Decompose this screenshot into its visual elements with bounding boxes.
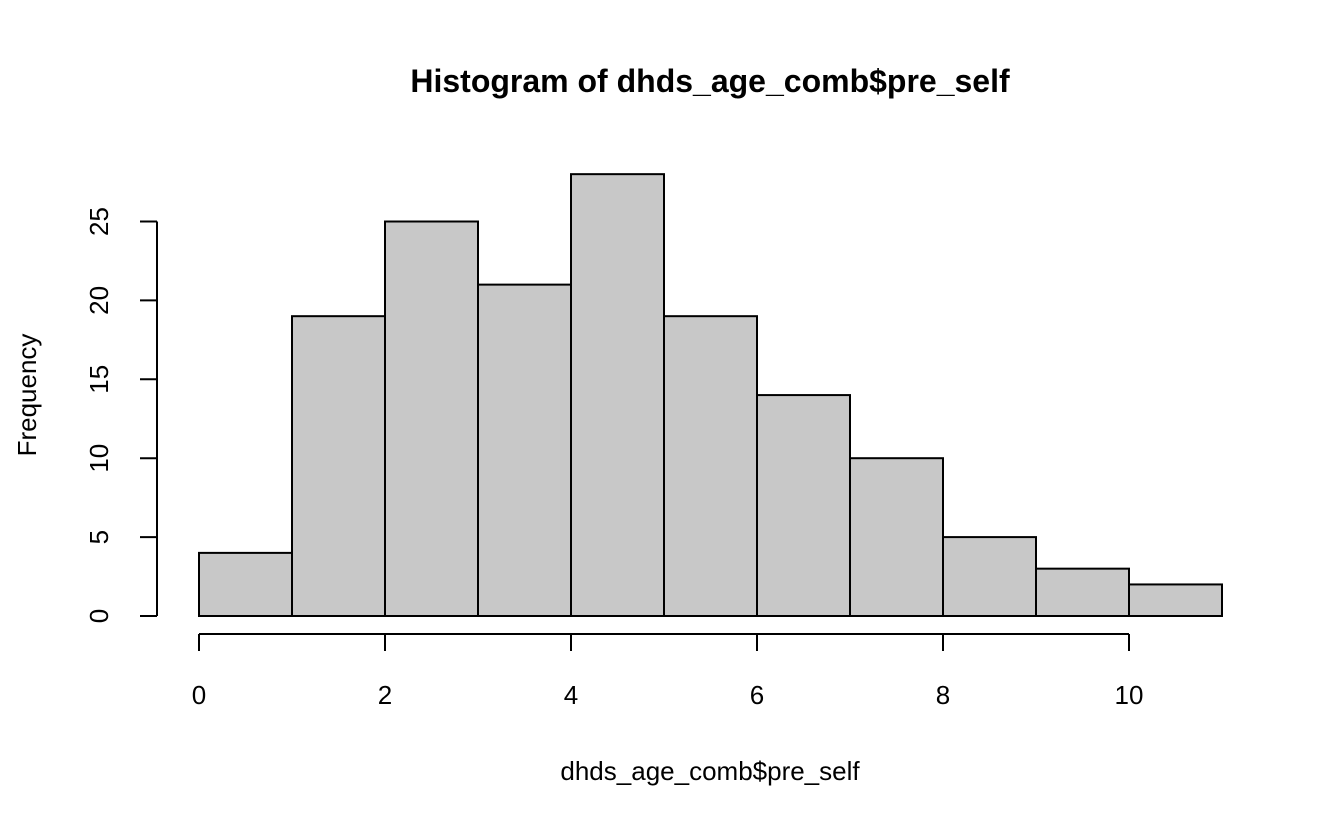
y-axis: 0 5 10 15 20 25 <box>84 207 158 623</box>
x-tick-label: 4 <box>564 680 578 710</box>
y-axis-title: Frequency <box>12 334 42 457</box>
histogram-bar <box>1035 567 1130 617</box>
chart-title: Histogram of dhds_age_comb$pre_self <box>410 63 1010 99</box>
x-tick-label: 10 <box>1115 680 1144 710</box>
histogram-bar <box>384 220 479 617</box>
y-tick-label: 5 <box>84 530 114 544</box>
histogram-bar <box>756 394 851 617</box>
histogram-bar <box>570 173 665 617</box>
histogram-bar <box>291 315 386 617</box>
histogram-bar <box>1128 583 1223 618</box>
x-tick-label: 6 <box>750 680 764 710</box>
x-tick-label: 2 <box>378 680 392 710</box>
histogram-bar <box>198 551 293 618</box>
histogram-bar <box>663 315 758 617</box>
x-axis: 0 2 4 6 8 10 <box>192 633 1144 710</box>
bars-group <box>198 173 1223 618</box>
x-tick-label: 8 <box>936 680 950 710</box>
y-tick-label: 10 <box>84 444 114 473</box>
histogram-bar <box>942 536 1037 617</box>
histogram-bar <box>849 457 944 618</box>
histogram-bar <box>477 283 572 617</box>
x-axis-title: dhds_age_comb$pre_self <box>560 756 860 786</box>
x-tick-label: 0 <box>192 680 206 710</box>
y-tick-label: 25 <box>84 207 114 236</box>
y-tick-label: 20 <box>84 286 114 315</box>
y-tick-label: 0 <box>84 609 114 623</box>
y-tick-label: 15 <box>84 365 114 394</box>
